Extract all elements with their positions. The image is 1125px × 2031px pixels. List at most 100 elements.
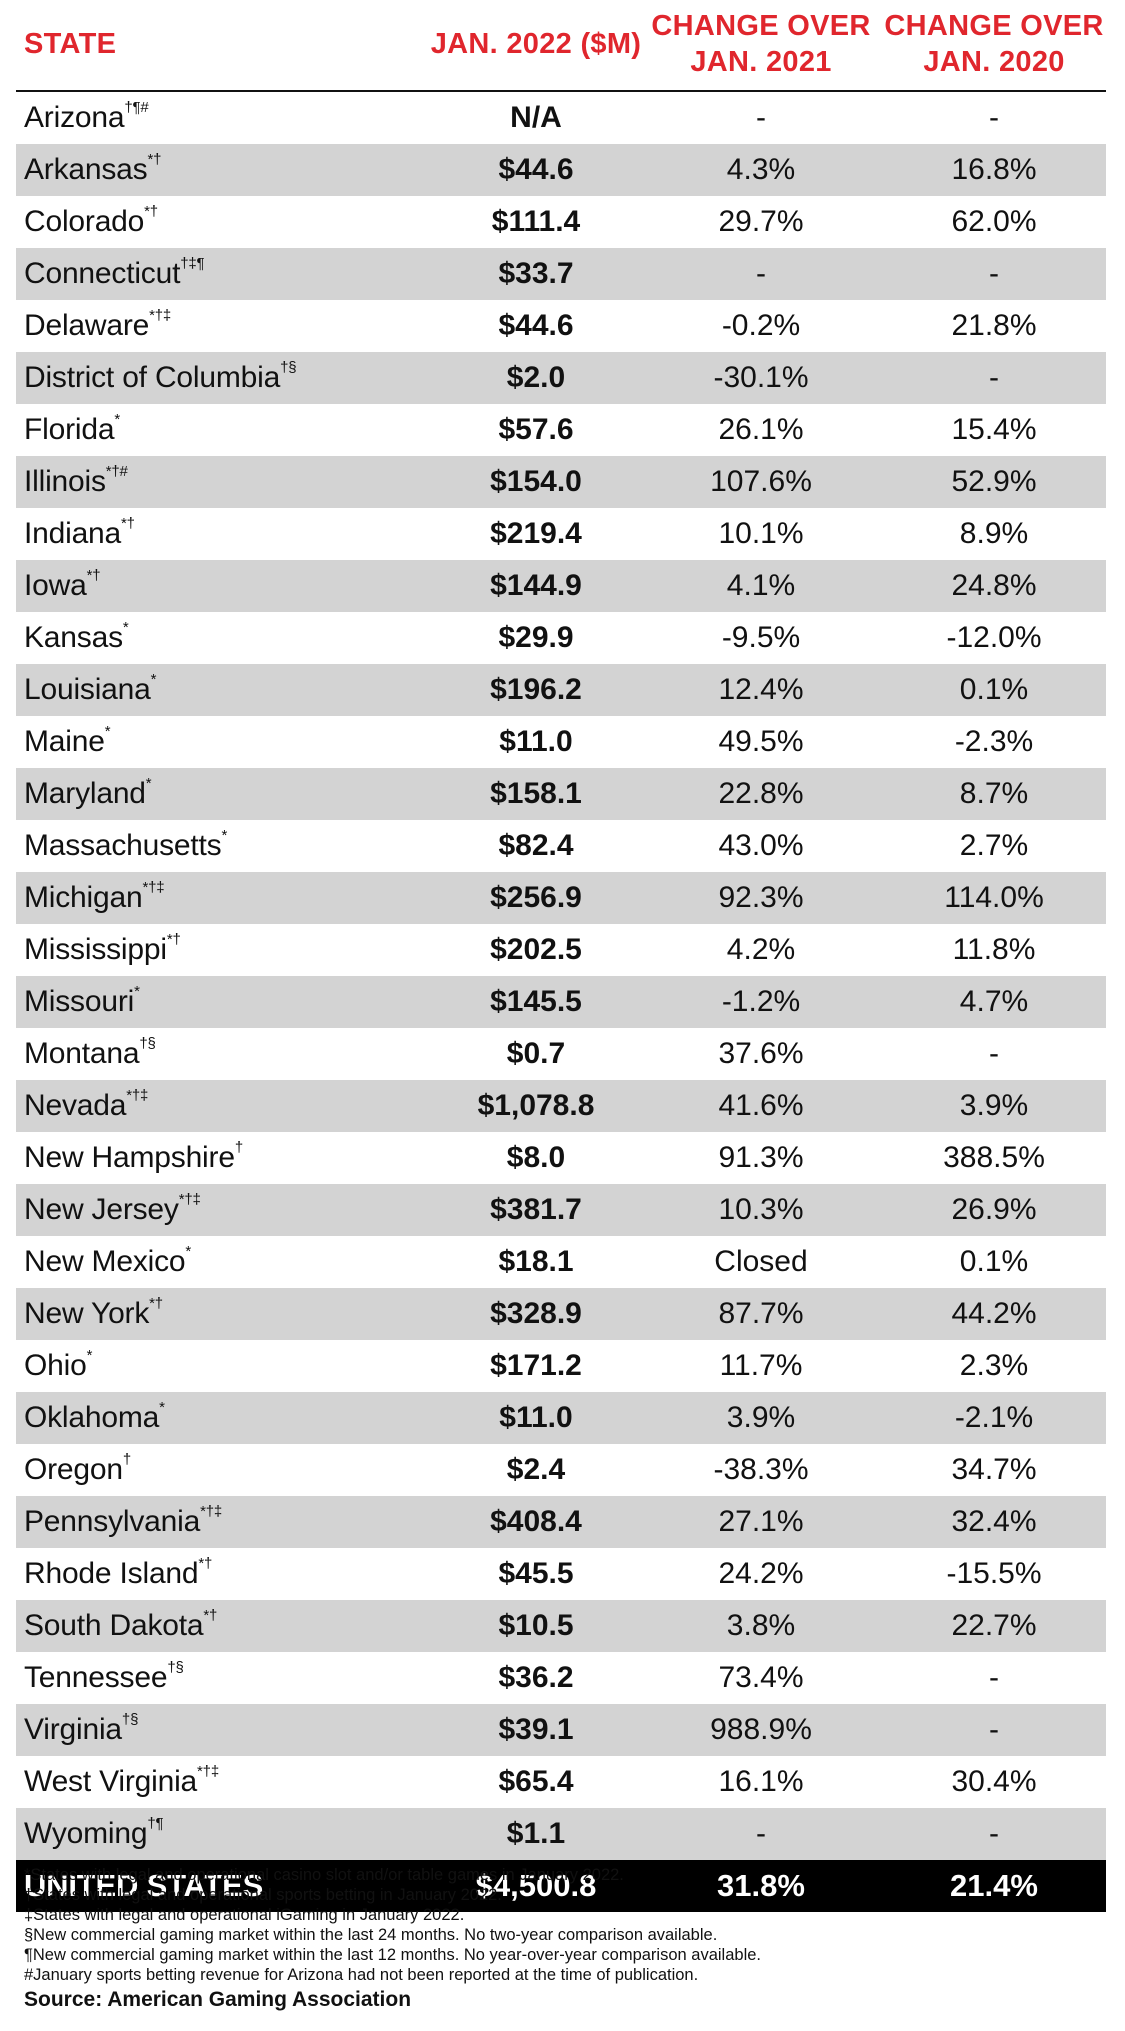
state-label: Colorado <box>24 205 145 238</box>
footnote-marks: * <box>185 1243 192 1260</box>
revenue-value: $0.7 <box>506 1037 566 1070</box>
footnote-marks: *†‡ <box>149 307 172 324</box>
revenue-value: $154.0 <box>490 465 582 498</box>
change-over-2021: 87.7% <box>718 1297 804 1330</box>
footnote-marks: * <box>104 723 111 740</box>
state-label: Tennessee <box>24 1661 168 1694</box>
table-row: Oregon† $2.4 -38.3% 34.7% <box>16 1444 1106 1496</box>
table-row: Louisiana* $196.2 12.4% 0.1% <box>16 664 1106 716</box>
state-label: Rhode Island <box>24 1557 199 1590</box>
footnote-marks: *† <box>144 203 158 220</box>
footnote-marks: * <box>134 983 140 1000</box>
table-row: Tennessee†§ $36.2 73.4% - <box>16 1652 1106 1704</box>
change-over-2021: 41.6% <box>718 1089 804 1122</box>
table-row: Colorado*† $111.4 29.7% 62.0% <box>16 196 1106 248</box>
state-name: Oregon† <box>24 1444 131 1496</box>
footnote-list: *States with legal and operational casin… <box>24 1865 1104 1985</box>
state-label: Florida <box>24 413 115 446</box>
state-label: Michigan <box>24 881 143 914</box>
table-row: Maryland* $158.1 22.8% 8.7% <box>16 768 1106 820</box>
state-name: Montana†§ <box>24 1028 156 1080</box>
change-over-2021: -30.1% <box>713 361 809 394</box>
table-body: Arizona†¶# N/A - - Arkansas*† $44.6 4.3% 16.8% C… <box>16 92 1106 1860</box>
table-row: New York*† $328.9 87.7% 44.2% <box>16 1288 1106 1340</box>
footnote-marks: † <box>234 1139 243 1156</box>
revenue-value: $44.6 <box>498 309 574 342</box>
change-over-2020: 34.7% <box>951 1453 1037 1486</box>
change-over-2021: 10.3% <box>718 1193 804 1226</box>
state-name: Oklahoma* <box>24 1392 165 1444</box>
state-label: Illinois <box>24 465 106 498</box>
change-over-2020: - <box>989 1037 999 1070</box>
table-row: Indiana*† $219.4 10.1% 8.9% <box>16 508 1106 560</box>
state-name: District of Columbia†§ <box>24 352 297 404</box>
state-name: Connecticut†‡¶ <box>24 248 205 300</box>
change-over-2020: 24.8% <box>951 569 1037 602</box>
state-name: Wyoming†¶ <box>24 1808 164 1860</box>
total-change-2020: 21.4% <box>950 1868 1038 1903</box>
change-over-2020: 4.7% <box>959 985 1029 1018</box>
change-over-2020: 0.1% <box>959 673 1029 706</box>
state-label: New Jersey <box>24 1193 179 1226</box>
change-over-2020: -15.5% <box>946 1557 1042 1590</box>
revenue-value: $33.7 <box>498 257 574 290</box>
revenue-value: $328.9 <box>490 1297 582 1330</box>
state-label: Maine <box>24 725 105 758</box>
table-row: Connecticut†‡¶ $33.7 - - <box>16 248 1106 300</box>
table-row: Rhode Island*† $45.5 24.2% -15.5% <box>16 1548 1106 1600</box>
footnote: *States with legal and operational casin… <box>24 1866 624 1884</box>
footnote-marks: *†‡ <box>178 1191 201 1208</box>
revenue-value: $82.4 <box>498 829 574 862</box>
change-over-2020: 15.4% <box>951 413 1037 446</box>
footnote-marks: * <box>159 1399 165 1416</box>
footnote-marks: * <box>150 671 157 688</box>
footnote-marks: * <box>145 775 152 792</box>
table-row: Florida* $57.6 26.1% 15.4% <box>16 404 1106 456</box>
revenue-value: $36.2 <box>498 1661 574 1694</box>
change-over-2020: - <box>989 257 999 290</box>
revenue-value: $381.7 <box>490 1193 582 1226</box>
state-label: Mississippi <box>24 933 167 966</box>
change-over-2021: 91.3% <box>718 1141 804 1174</box>
state-name: Nevada*†‡ <box>24 1080 148 1132</box>
change-over-2021: 22.8% <box>718 777 804 810</box>
footnote: §New commercial gaming market within the… <box>24 1926 718 1944</box>
state-name: Missouri* <box>24 976 140 1028</box>
revenue-value: $202.5 <box>490 933 582 966</box>
change-over-2020: 2.7% <box>959 829 1029 862</box>
header-change-jan-2021: CHANGE OVER JAN. 2021 <box>639 8 883 80</box>
footnote: †States with legal and operational sport… <box>24 1886 502 1904</box>
state-label: Ohio <box>24 1349 87 1382</box>
table-row: Illinois*†# $154.0 107.6% 52.9% <box>16 456 1106 508</box>
table-row: Ohio* $171.2 11.7% 2.3% <box>16 1340 1106 1392</box>
state-label: Pennsylvania <box>24 1505 201 1538</box>
state-label: Nevada <box>24 1089 127 1122</box>
table-row: Delaware*†‡ $44.6 -0.2% 21.8% <box>16 300 1106 352</box>
state-name: Mississippi*† <box>24 924 181 976</box>
footnote-marks: *†‡ <box>197 1763 219 1780</box>
change-over-2021: 11.7% <box>719 1349 803 1382</box>
table-row: Virginia†§ $39.1 988.9% - <box>16 1704 1106 1756</box>
change-over-2020: -2.1% <box>954 1401 1034 1434</box>
table-row: District of Columbia†§ $2.0 -30.1% - <box>16 352 1106 404</box>
footnote-marks: * <box>122 619 129 636</box>
state-label: Indiana <box>24 517 122 550</box>
revenue-value: N/A <box>510 101 562 134</box>
change-over-2021: 92.3% <box>718 881 804 914</box>
change-over-2021: 26.1% <box>718 413 804 446</box>
state-label: Oklahoma <box>24 1401 160 1434</box>
footnotes: *States with legal and operational casin… <box>24 1865 1104 2013</box>
revenue-value: $45.5 <box>498 1557 574 1590</box>
footnote-marks: †§ <box>121 1711 139 1728</box>
footnote-marks: *†# <box>105 463 128 480</box>
footnote-marks: *† <box>166 931 181 948</box>
total-change-2021: 31.8% <box>717 1868 805 1903</box>
change-over-2020: 8.7% <box>959 777 1029 810</box>
table-row: Montana†§ $0.7 37.6% - <box>16 1028 1106 1080</box>
revenue-value: $11.0 <box>499 1401 573 1434</box>
revenue-value: $2.4 <box>506 1453 566 1486</box>
state-name: Arizona†¶# <box>24 92 149 144</box>
state-name: Maine* <box>24 716 111 768</box>
header-change-jan-2020: CHANGE OVER JAN. 2020 <box>872 8 1116 80</box>
change-over-2021: 4.2% <box>726 933 796 966</box>
